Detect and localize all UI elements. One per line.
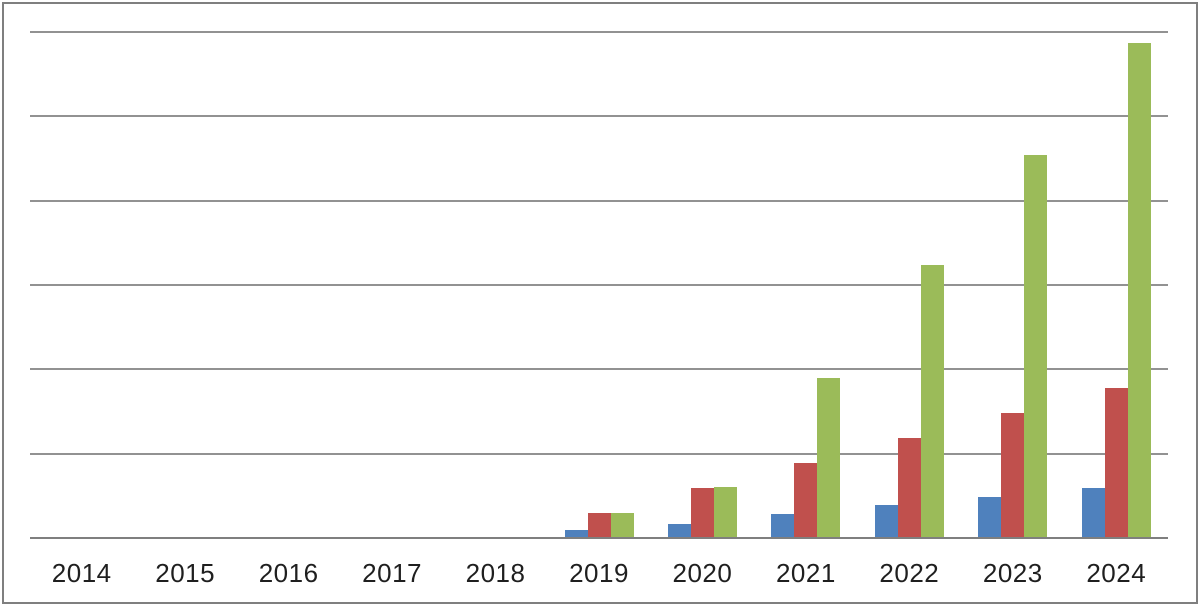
x-axis-label-2016: 2016 (258, 558, 319, 588)
bar-2023-green (1024, 155, 1048, 537)
bar-2021-blue (771, 514, 795, 537)
x-axis-label-2018: 2018 (465, 558, 526, 588)
bar-2024-red (1104, 388, 1128, 537)
bar-2020-green (713, 487, 737, 537)
x-axis-label-2021: 2021 (775, 558, 836, 588)
x-axis-line (30, 537, 1168, 539)
x-axis-label-2015: 2015 (155, 558, 216, 588)
x-axis-label-2023: 2023 (982, 558, 1043, 588)
bar-2022-blue (874, 505, 898, 537)
gridline-4 (30, 368, 1168, 371)
bar-2024-blue (1081, 488, 1105, 537)
gridline-0 (30, 31, 1168, 33)
x-axis-label-2019: 2019 (569, 558, 629, 588)
bar-2022-red (897, 438, 921, 537)
bar-2020-red (690, 488, 714, 537)
bar-2024-green (1127, 43, 1151, 537)
x-axis-label-2014: 2014 (51, 558, 112, 588)
bar-2019-blue (564, 530, 588, 537)
x-axis-label-2024: 2024 (1086, 558, 1147, 588)
gridline-5 (30, 452, 1168, 455)
gridline-3 (30, 284, 1168, 286)
x-axis-label-2017: 2017 (362, 558, 422, 588)
bar-2021-green (817, 378, 841, 537)
x-axis-label-2022: 2022 (879, 558, 940, 588)
bar-2023-blue (978, 497, 1002, 537)
bar-2021-red (794, 463, 818, 537)
bar-2020-blue (667, 524, 691, 537)
bar-2023-red (1001, 413, 1025, 537)
x-axis-label-2020: 2020 (672, 558, 733, 588)
bar-2022-green (920, 265, 944, 537)
bar-2019-red (587, 513, 611, 537)
gridline-1 (30, 115, 1168, 118)
gridline-2 (30, 199, 1168, 202)
bar-2019-green (610, 513, 634, 537)
